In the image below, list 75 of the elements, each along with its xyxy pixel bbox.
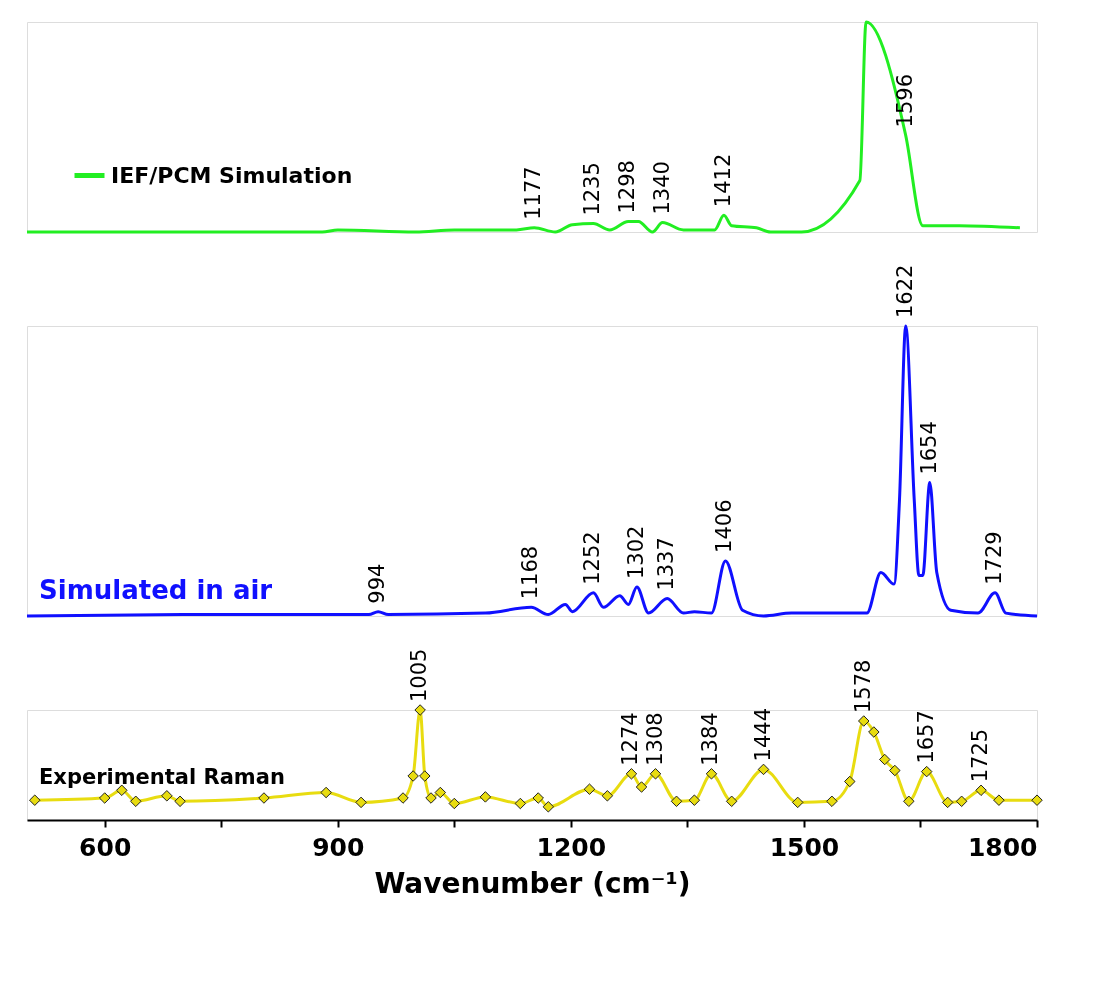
point	[858, 715, 870, 727]
annotation: 1274	[618, 712, 643, 766]
point	[826, 795, 838, 808]
x-tick-label: 600	[79, 832, 132, 862]
point	[1031, 794, 1043, 806]
point	[878, 753, 891, 766]
point	[414, 704, 426, 716]
annotation: 1729	[982, 531, 1007, 585]
point	[757, 763, 770, 776]
point	[903, 795, 915, 808]
x-tick-label: 900	[312, 832, 365, 862]
point	[993, 794, 1005, 806]
point	[705, 768, 718, 780]
annotation: 1308	[642, 712, 667, 766]
annotation: 1654	[916, 421, 941, 475]
annotation: 1596	[892, 73, 917, 128]
point	[688, 794, 701, 806]
series-label: Experimental Raman	[39, 765, 285, 790]
point	[425, 792, 437, 804]
x-tick-label: 1800	[967, 832, 1038, 862]
annotation: 1298	[615, 160, 640, 214]
annotation: 994	[365, 563, 390, 604]
legend-label: IEF/PCM Simulation	[111, 162, 353, 188]
annotation: 1406	[712, 499, 737, 553]
point	[174, 795, 186, 808]
point	[434, 786, 447, 799]
point	[625, 768, 638, 780]
point	[448, 797, 461, 810]
point	[397, 792, 409, 804]
annotation: 1235	[580, 162, 605, 216]
point	[791, 796, 804, 809]
point	[320, 786, 332, 799]
point	[98, 792, 111, 804]
series-label: Simulated in air	[39, 575, 273, 605]
point	[407, 770, 419, 782]
point	[479, 791, 492, 803]
point	[514, 797, 527, 810]
point	[635, 781, 648, 793]
annotation: 1384	[698, 712, 723, 766]
point	[419, 770, 431, 782]
annotation: 1337	[654, 537, 679, 591]
x-tick-label: 1500	[769, 832, 840, 862]
point	[955, 795, 968, 808]
point	[601, 790, 614, 802]
point	[725, 795, 738, 808]
point	[583, 783, 596, 795]
annotation: 1622	[892, 264, 917, 318]
annotation: 1657	[913, 710, 938, 764]
annotation: 1578	[850, 659, 875, 713]
x-tick-label: 1200	[536, 832, 607, 862]
point	[29, 794, 41, 806]
annotation: 1177	[521, 166, 546, 220]
point	[542, 801, 555, 813]
point	[889, 764, 901, 777]
point	[649, 768, 662, 780]
annotation: 1302	[623, 525, 648, 579]
annotation: 1444	[750, 707, 775, 762]
point	[161, 790, 173, 802]
annotation: 1412	[710, 153, 735, 208]
annotation: 1005	[407, 648, 432, 702]
point	[670, 795, 683, 808]
point	[920, 765, 933, 778]
point	[532, 792, 544, 804]
point	[130, 795, 142, 808]
x-axis-title: Wavenumber (cm⁻¹)	[374, 866, 691, 900]
point	[868, 726, 880, 738]
annotation: 1168	[518, 545, 543, 600]
point	[975, 784, 987, 797]
annotation: 1725	[968, 728, 993, 783]
annotation: 1252	[580, 531, 605, 585]
point	[355, 796, 367, 809]
point	[941, 796, 954, 809]
annotation: 1340	[649, 161, 674, 215]
point	[844, 775, 856, 788]
point	[258, 792, 270, 804]
